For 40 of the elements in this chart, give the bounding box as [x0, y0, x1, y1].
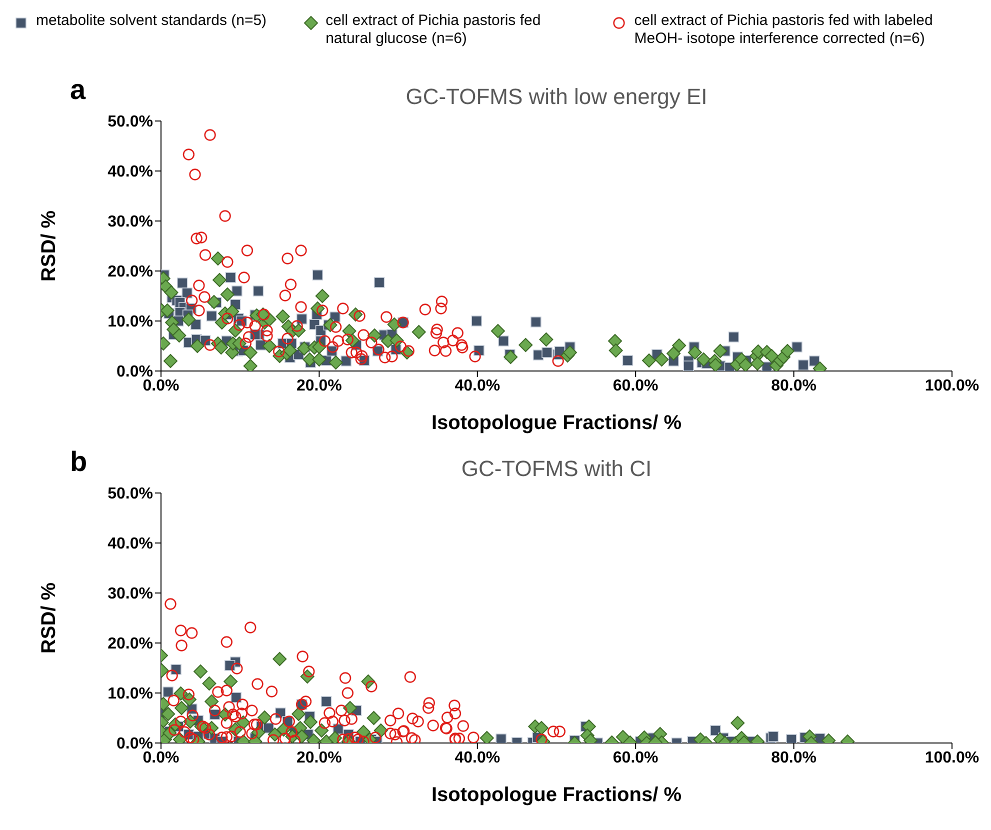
x-tick-label: 60.0% — [612, 377, 658, 394]
y-axis-title: RSD/ % — [38, 582, 60, 654]
y-tick-label: 20.0% — [108, 636, 153, 653]
legend-label: cell extract of Pichia pastoris fed natural glucose (n=6) — [326, 12, 542, 48]
x-tick-label: 20.0% — [296, 749, 342, 766]
point — [496, 734, 507, 743]
x-tick-label: 40.0% — [454, 749, 500, 766]
point — [786, 734, 797, 743]
x-tick-label: 20.0% — [296, 377, 342, 394]
legend-label: cell extract of Pichia pastoris fed with labeled MeOH- isotope interference corrected (n=6) — [634, 12, 934, 48]
x-tick-label: 0.0% — [142, 749, 180, 766]
legend-label: metabolite solvent standards (n=5) — [36, 12, 267, 30]
y-axis-title: RSD/ % — [38, 210, 60, 282]
chart-title: GC-TOFMS with low energy EI — [404, 84, 708, 110]
point — [230, 692, 242, 703]
y-tick-label: 10.0% — [108, 686, 153, 703]
text: b — [70, 446, 88, 478]
y-tick-label: 10.0% — [108, 314, 153, 331]
point — [710, 725, 721, 736]
x-tick-label: 0.0% — [142, 377, 180, 394]
chart-title: GC-TOFMS with CI — [460, 456, 653, 482]
x-tick-label: 100.0% — [924, 749, 980, 766]
point — [162, 686, 174, 698]
y-tick-label: 50.0% — [108, 114, 153, 131]
x-tick-label: 80.0% — [771, 749, 816, 766]
point — [768, 731, 779, 742]
y-tick-label: 40.0% — [108, 536, 153, 553]
text: a — [70, 74, 86, 106]
x-tick-label: 60.0% — [612, 749, 658, 766]
x-tick-label: 40.0% — [454, 377, 500, 394]
y-tick-label: 40.0% — [108, 164, 153, 181]
x-axis-title: Isotopologue Fractions/ % — [431, 784, 682, 806]
y-tick-label: 30.0% — [108, 214, 153, 231]
x-tick-label: 80.0% — [771, 377, 816, 394]
y-tick-label: 50.0% — [108, 486, 153, 503]
x-tick-label: 100.0% — [924, 377, 980, 394]
y-tick-label: 20.0% — [108, 264, 153, 281]
x-axis-title: Isotopologue Fractions/ % — [431, 412, 682, 434]
y-tick-label: 30.0% — [108, 586, 153, 603]
point — [320, 696, 332, 707]
